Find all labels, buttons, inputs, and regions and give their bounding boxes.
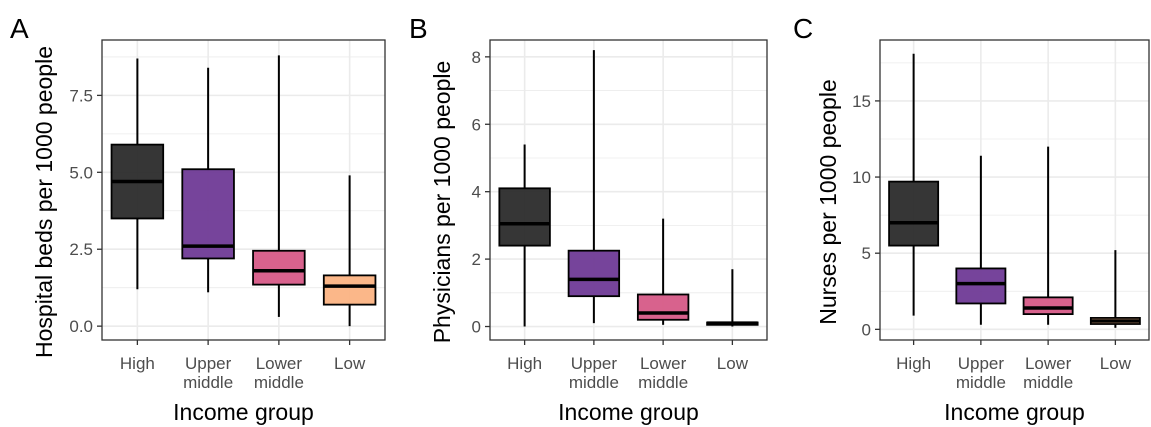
x-tick-label-line: Upper <box>185 354 232 373</box>
y-tick-label: 2.5 <box>69 240 93 259</box>
y-axis-title: Hospital beds per 1000 people <box>31 46 57 358</box>
x-tick-label-line: middle <box>183 373 233 392</box>
x-tick-label: Lower middle <box>1023 354 1073 392</box>
x-tick-label-line: middle <box>956 373 1006 392</box>
box-body <box>322 274 377 306</box>
box-lower-middle <box>252 55 306 317</box>
y-tick-label: 0 <box>862 320 871 339</box>
box-body <box>1022 296 1074 316</box>
box-high <box>498 144 551 327</box>
x-axis-title: Income group <box>173 399 314 425</box>
x-tick-label-line: Low <box>717 354 749 373</box>
y-tick-label: 4 <box>472 183 481 202</box>
box-body <box>888 180 940 247</box>
panel-border <box>489 39 768 341</box>
panel-label: C <box>793 13 813 44</box>
x-tick-label-line: Lower <box>256 354 303 373</box>
x-tick-label-line: Low <box>1100 354 1132 373</box>
box-body <box>567 249 621 298</box>
panel-border <box>879 39 1150 341</box>
box-body <box>955 267 1007 305</box>
box-upper-middle <box>955 155 1007 325</box>
x-tick-label-line: middle <box>1023 373 1073 392</box>
box-body <box>252 249 306 286</box>
x-tick-label: Low <box>717 354 749 373</box>
y-axis-title: Nurses per 1000 people <box>815 79 841 325</box>
box-body <box>498 187 551 247</box>
x-tick-label: High <box>896 354 931 373</box>
box-high <box>110 58 165 290</box>
box-upper-middle <box>567 50 621 324</box>
y-tick-label: 8 <box>472 48 481 67</box>
x-tick-label-line: High <box>507 354 542 373</box>
box-lower-middle <box>1022 146 1074 325</box>
x-tick-label: Lower middle <box>254 354 304 392</box>
x-tick-label: Upper middle <box>569 354 619 392</box>
box-body <box>181 168 235 260</box>
y-tick-label: 0 <box>472 318 481 337</box>
x-tick-label-line: Low <box>334 354 366 373</box>
y-tick-label: 6 <box>472 115 481 134</box>
x-tick-label-line: High <box>120 354 155 373</box>
box-high <box>888 53 940 316</box>
y-tick-label: 5.0 <box>69 163 93 182</box>
box-low <box>706 269 759 327</box>
x-tick-label: Low <box>1100 354 1132 373</box>
box-lower-middle <box>636 218 690 325</box>
x-tick-label-line: Upper <box>571 354 618 373</box>
x-axis-title: Income group <box>944 399 1085 425</box>
x-tick-label-line: High <box>896 354 931 373</box>
x-axis-title: Income group <box>558 399 699 425</box>
y-tick-label: 2 <box>472 250 481 269</box>
x-tick-label: High <box>507 354 542 373</box>
box-low <box>1089 250 1141 328</box>
x-tick-label-line: Lower <box>1025 354 1072 373</box>
box-low <box>322 175 377 327</box>
y-tick-label: 10 <box>852 168 871 187</box>
x-tick-label-line: middle <box>638 373 688 392</box>
x-tick-label-line: middle <box>254 373 304 392</box>
x-tick-label: High <box>120 354 155 373</box>
y-tick-label: 5 <box>862 244 871 263</box>
y-tick-label: 7.5 <box>69 86 93 105</box>
y-tick-label: 15 <box>852 92 871 111</box>
panel-border <box>101 39 386 341</box>
panel-label: A <box>10 13 29 44</box>
x-tick-label-line: middle <box>569 373 619 392</box>
y-tick-label: 0.0 <box>69 317 93 336</box>
x-tick-label: Upper middle <box>183 354 233 392</box>
box-upper-middle <box>181 67 235 293</box>
panel-label: B <box>409 13 428 44</box>
x-tick-label: Upper middle <box>956 354 1006 392</box>
x-tick-label: Lower middle <box>638 354 688 392</box>
y-axis-title: Physicians per 1000 people <box>429 61 455 344</box>
x-tick-label-line: Lower <box>640 354 687 373</box>
box-body <box>636 293 690 321</box>
x-tick-label-line: Upper <box>958 354 1005 373</box>
x-tick-label: Low <box>334 354 366 373</box>
